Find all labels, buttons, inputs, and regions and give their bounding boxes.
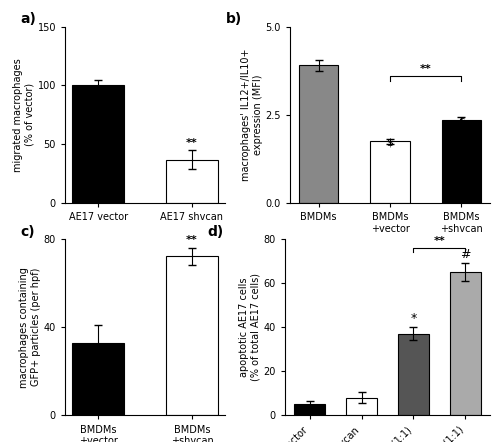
Bar: [72, 85, 124, 203]
Bar: [72, 343, 124, 415]
Text: **: **: [186, 138, 198, 148]
Bar: [370, 141, 410, 203]
Text: b): b): [226, 12, 242, 27]
Text: #: #: [460, 248, 470, 261]
Text: c): c): [20, 225, 35, 239]
Y-axis label: macrophages containing
GFP+ particles (per hpf): macrophages containing GFP+ particles (p…: [20, 267, 41, 388]
Bar: [166, 160, 218, 203]
Bar: [294, 404, 326, 415]
Text: d): d): [207, 225, 224, 239]
Text: **: **: [434, 236, 445, 246]
Bar: [166, 256, 218, 415]
Text: a): a): [20, 12, 36, 27]
Text: *: *: [410, 312, 416, 325]
Bar: [398, 334, 429, 415]
Bar: [346, 398, 377, 415]
Text: $: $: [458, 116, 465, 126]
Bar: [442, 120, 481, 203]
Y-axis label: macrophages' IL12+/IL10+
expression (MFI): macrophages' IL12+/IL10+ expression (MFI…: [241, 49, 262, 181]
Bar: [299, 65, 339, 203]
Y-axis label: migrated macrophages
(% of vector): migrated macrophages (% of vector): [13, 58, 34, 172]
Bar: [450, 272, 480, 415]
Text: **: **: [186, 235, 198, 245]
Text: $: $: [386, 137, 394, 148]
Y-axis label: apoptotic AE17 cells
(% of total AE17 cells): apoptotic AE17 cells (% of total AE17 ce…: [239, 273, 261, 381]
Text: **: **: [420, 64, 432, 74]
